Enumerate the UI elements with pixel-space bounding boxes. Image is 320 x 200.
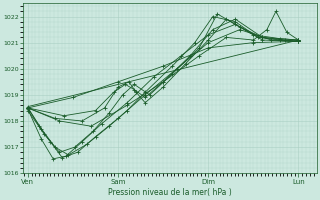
X-axis label: Pression niveau de la mer( hPa ): Pression niveau de la mer( hPa ) (108, 188, 232, 197)
